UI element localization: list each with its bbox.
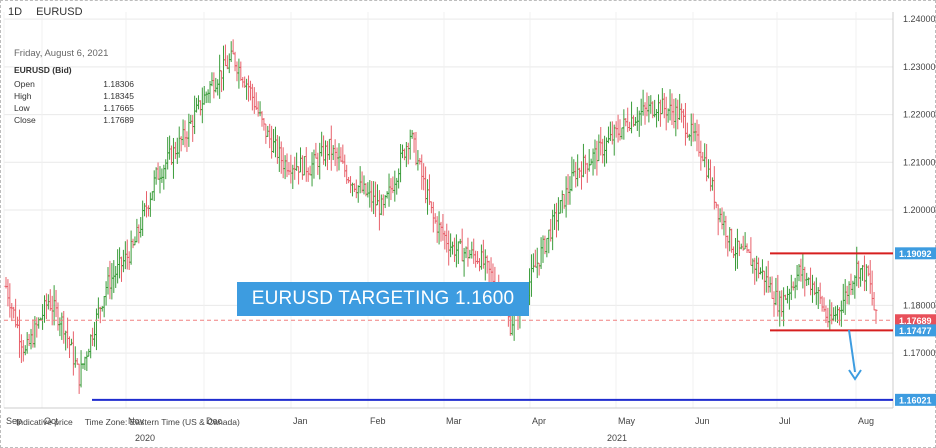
indicative-price-note: Indicative price xyxy=(16,417,73,427)
x-month-label: Aug xyxy=(858,416,874,426)
infobox-row-high: High 1.18345 xyxy=(14,91,134,101)
y-tick-label: 1.23000 xyxy=(903,62,936,72)
x-month-label: Dec xyxy=(206,416,223,426)
footer: Indicative price Time Zone: Eastern Time… xyxy=(16,417,240,427)
y-tick-label: 1.18000 xyxy=(903,300,936,310)
x-month-label: Mar xyxy=(446,416,462,426)
y-tick-label: 1.21000 xyxy=(903,157,936,167)
x-month-label: Jan xyxy=(293,416,308,426)
down-arrow-head xyxy=(848,369,862,381)
infobox-row-low: Low 1.17665 xyxy=(14,103,134,113)
infobox-date: Friday, August 6, 2021 xyxy=(14,48,109,59)
infobox-row-close: Close 1.17689 xyxy=(14,115,134,125)
target-price-tag-label: 1.16021 xyxy=(899,395,932,405)
resistance-price-tag-label: 1.19092 xyxy=(899,249,932,259)
target-price-tag-bg xyxy=(895,393,936,406)
support-price-tag-label: 1.17477 xyxy=(899,326,932,336)
x-year-label: 2020 xyxy=(135,433,155,443)
x-year-label: 2021 xyxy=(607,433,627,443)
x-month-label: Jun xyxy=(695,416,710,426)
timezone-note: Time Zone: Eastern Time (US & Canada) xyxy=(84,417,240,427)
x-month-label: Jul xyxy=(779,416,791,426)
y-tick-label: 1.24000 xyxy=(903,14,936,24)
close-price-tag-bg xyxy=(895,314,936,327)
topbar: 1D EURUSD xyxy=(8,6,83,18)
y-tick-label: 1.22000 xyxy=(903,110,936,120)
x-month-label: Apr xyxy=(532,416,546,426)
infobox-symbol: EURUSD (Bid) xyxy=(14,65,72,75)
resistance-price-tag-bg xyxy=(895,247,936,260)
x-month-label: Sep xyxy=(6,416,22,426)
x-month-label: May xyxy=(618,416,636,426)
infobox-row-open: Open 1.18306 xyxy=(14,79,134,89)
x-month-label: Oct xyxy=(44,416,59,426)
symbol-label[interactable]: EURUSD xyxy=(36,6,83,18)
interval-label[interactable]: 1D xyxy=(8,6,23,18)
support-price-tag-bg xyxy=(895,324,936,337)
x-month-label: Feb xyxy=(370,416,386,426)
x-month-label: Nov xyxy=(128,416,145,426)
close-price-tag-label: 1.17689 xyxy=(899,316,932,326)
ohlc-infobox: Friday, August 6, 2021 EURUSD (Bid) Open… xyxy=(14,48,134,126)
target-banner: EURUSD TARGETING 1.1600 xyxy=(237,282,529,316)
y-tick-label: 1.20000 xyxy=(903,205,936,215)
y-tick-label: 1.17000 xyxy=(903,348,936,358)
down-arrow-shaft xyxy=(848,329,856,373)
